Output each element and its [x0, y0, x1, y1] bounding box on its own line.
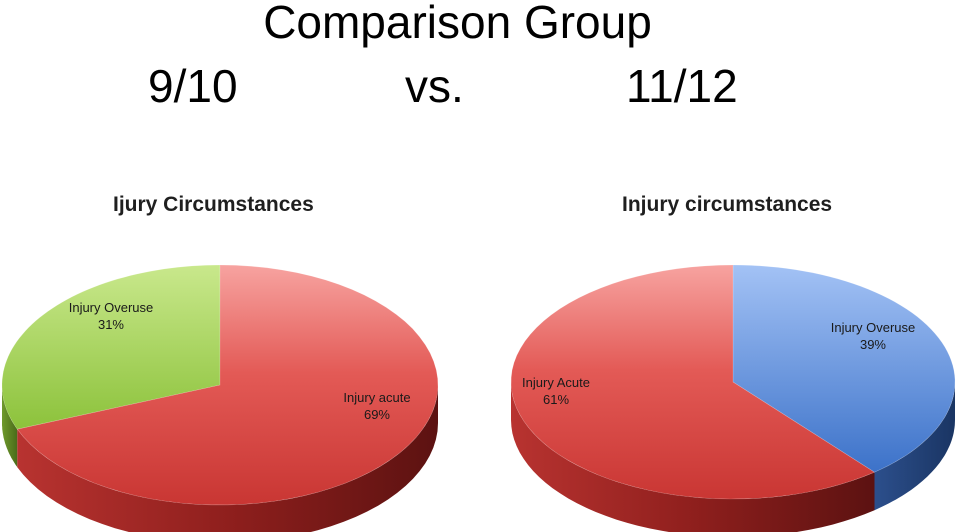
- slice-side-right-0: [874, 382, 955, 511]
- slice-pct: 69%: [363, 407, 391, 422]
- period-left: 9/10: [148, 60, 238, 112]
- slice-pct: 31%: [97, 317, 125, 332]
- slice-side-right-1: [511, 382, 875, 532]
- page-title: Comparison Group: [263, 0, 652, 48]
- slice-side-left-0: [2, 385, 18, 468]
- chart-title-left: Ijury Circumstances: [113, 193, 314, 216]
- data-label-left-overuse: Injury Overuse 31%: [69, 299, 154, 333]
- pie-slice-right-1: [510, 264, 876, 500]
- slice-label: Injury Acute: [522, 375, 590, 390]
- slice-label: Injury Overuse: [830, 320, 916, 335]
- data-label-right-acute: Injury Acute 61%: [522, 374, 590, 408]
- chart-title-right: Injury circumstances: [622, 193, 833, 216]
- slice-side-left-1: [17, 385, 438, 532]
- data-label-left-acute: Injury acute 69%: [343, 389, 410, 423]
- period-right: 11/12: [626, 60, 738, 112]
- pie-chart-left: [1, 264, 439, 532]
- pie-chart-right: [510, 264, 956, 532]
- pie-slice-left-0: [1, 264, 221, 430]
- data-label-right-overuse: Injury Overuse 39%: [831, 319, 916, 353]
- pie-slice-left-1: [16, 264, 439, 506]
- versus-label: vs.: [405, 60, 464, 112]
- slice-label: Injury acute: [343, 390, 411, 405]
- slice-pct: 61%: [542, 392, 570, 407]
- slice-label: Injury Overuse: [68, 300, 154, 315]
- slice-pct: 39%: [859, 337, 887, 352]
- pie-slice-right-0: [732, 264, 956, 473]
